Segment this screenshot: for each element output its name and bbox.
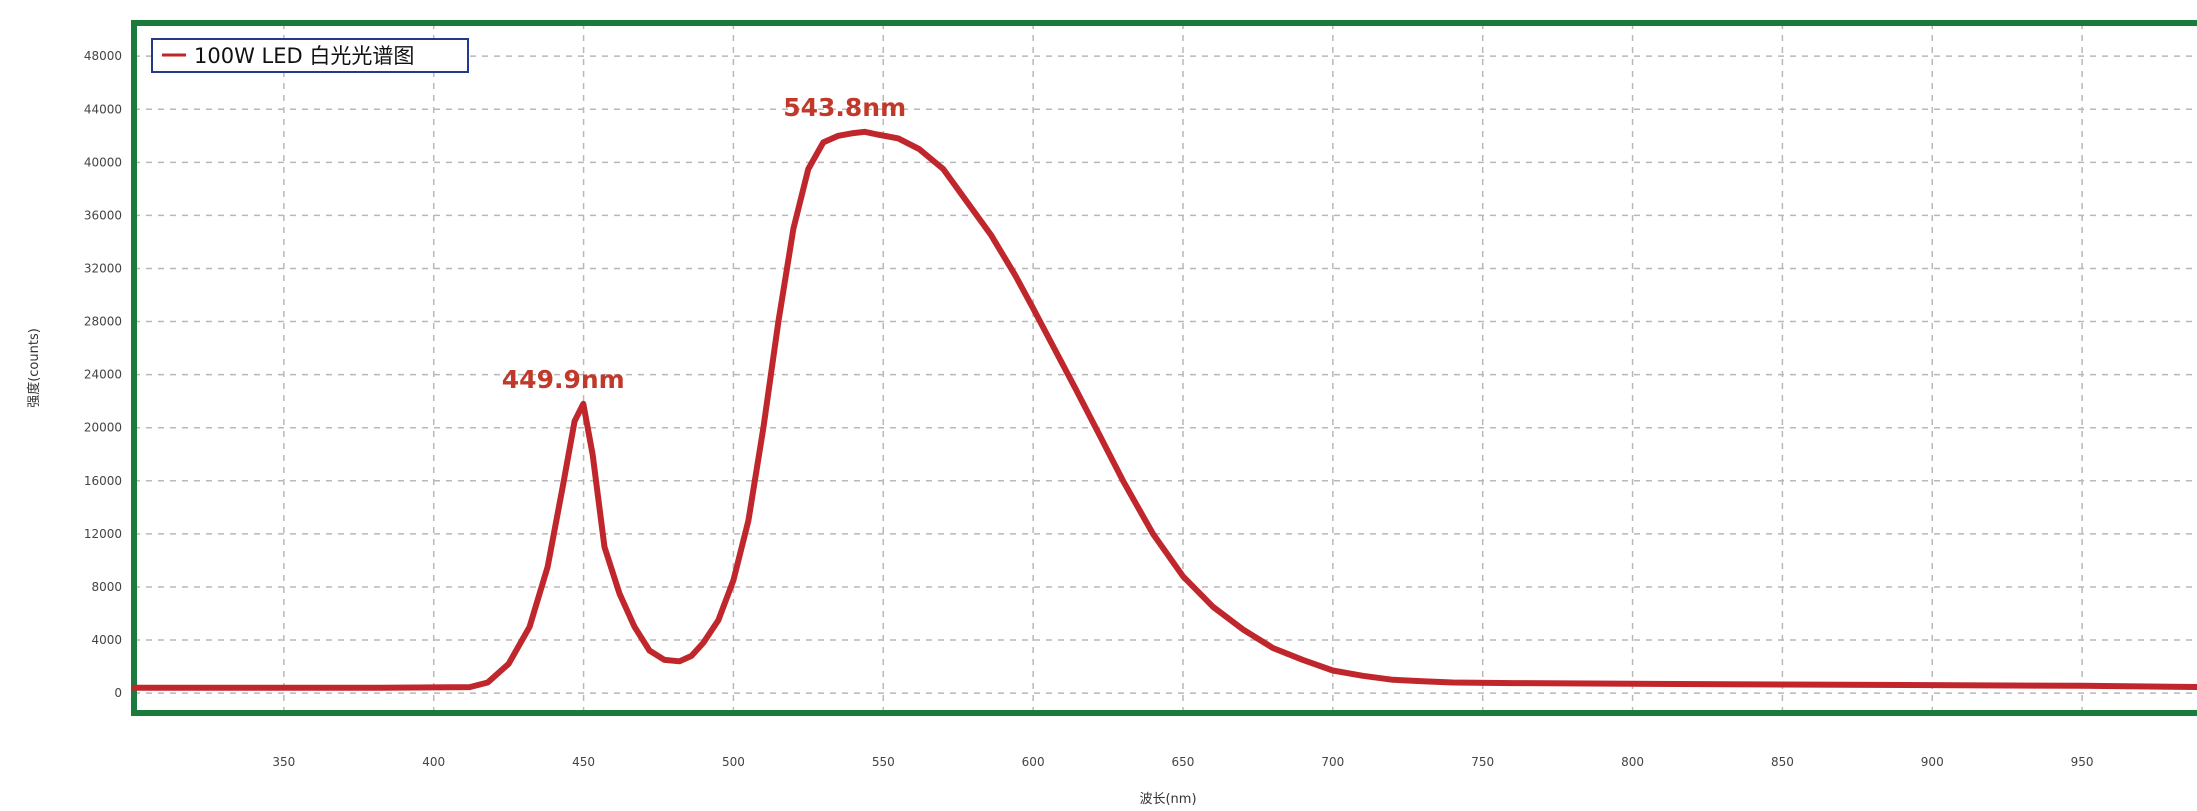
peak-annotations: 449.9nm 543.8nm — [502, 93, 906, 394]
x-tick-label: 750 — [1471, 755, 1494, 769]
spectrum-series-line — [131, 128, 2197, 691]
x-axis-ticks: 350 400 450 500 550 600 650 700 750 800 850 900 950 — [272, 755, 2093, 769]
series-layer — [131, 128, 2197, 691]
x-tick-label: 650 — [1172, 755, 1195, 769]
legend: 100W LED 白光光谱图 — [151, 38, 469, 73]
x-tick-label: 900 — [1921, 755, 1944, 769]
peak-label: 449.9nm — [502, 365, 625, 394]
y-tick-label: 40000 — [84, 155, 122, 169]
x-tick-label: 450 — [572, 755, 595, 769]
x-axis-title: 波长(nm) — [1139, 792, 1196, 807]
x-tick-label: 350 — [272, 755, 295, 769]
y-tick-label: 16000 — [84, 474, 122, 488]
y-tick-label: 44000 — [84, 102, 122, 116]
x-tick-label: 850 — [1771, 755, 1794, 769]
x-tick-label: 550 — [872, 755, 895, 769]
peak-label: 543.8nm — [783, 93, 906, 122]
x-tick-label: 400 — [422, 755, 445, 769]
y-axis-ticks: 0 4000 8000 12000 16000 20000 24000 28000 32000 3… — [84, 49, 122, 700]
y-tick-label: 12000 — [84, 527, 122, 541]
y-tick-label: 4000 — [91, 633, 122, 647]
x-tick-label: 700 — [1321, 755, 1344, 769]
y-axis-title: 强度(counts) — [26, 328, 42, 408]
y-tick-label: 20000 — [84, 421, 122, 435]
y-tick-label: 36000 — [84, 208, 122, 222]
legend-label: 100W LED 白光光谱图 — [194, 44, 414, 68]
y-tick-label: 48000 — [84, 49, 122, 63]
x-tick-label: 800 — [1621, 755, 1644, 769]
y-tick-label: 24000 — [84, 368, 122, 382]
y-tick-label: 0 — [114, 686, 122, 700]
x-tick-label: 600 — [1022, 755, 1045, 769]
legend-box — [151, 38, 469, 73]
y-tick-label: 28000 — [84, 315, 122, 329]
grid-lines — [134, 23, 2197, 713]
plot-frame — [131, 20, 2197, 716]
y-tick-label: 32000 — [84, 261, 122, 275]
y-tick-label: 8000 — [91, 580, 122, 594]
x-tick-label: 500 — [722, 755, 745, 769]
x-tick-label: 950 — [2071, 755, 2094, 769]
